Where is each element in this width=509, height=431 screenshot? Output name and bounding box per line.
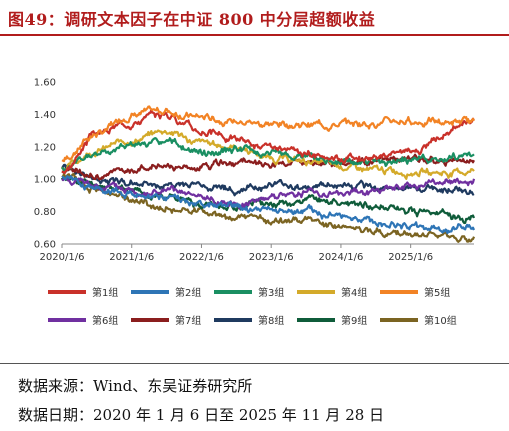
figure-title: 图49：调研文本因子在中证 800 中分层超额收益: [8, 10, 376, 29]
y-tick-label: 0.60: [34, 240, 56, 251]
series-line-10: [61, 172, 476, 243]
y-tick-label: 1.20: [34, 142, 56, 153]
y-axis: 0.60 0.80 1.00 1.20 1.40 1.60: [34, 78, 56, 251]
plot-area: [60, 105, 476, 243]
series-line-4: [61, 129, 475, 180]
title-rule: [0, 34, 509, 36]
legend-label: 第1组: [92, 286, 118, 299]
legend-label: 第9组: [341, 314, 367, 327]
y-tick-label: 1.00: [34, 175, 56, 186]
legend-label: 第3组: [258, 286, 284, 299]
legend-label: 第7组: [175, 314, 201, 327]
legend-label: 第5组: [424, 286, 450, 299]
series-line-2: [61, 175, 476, 235]
legend-label: 第2组: [175, 286, 201, 299]
legend-label: 第8组: [258, 314, 284, 327]
notes-rule: [0, 363, 509, 364]
legend-label: 第6组: [92, 314, 118, 327]
series-line-3: [61, 136, 475, 173]
line-chart: 0.60 0.80 1.00 1.20 1.40 1.60 2020/1/6 2021/1/…: [34, 78, 476, 327]
series-line-5: [61, 105, 475, 163]
legend-label: 第10组: [424, 314, 457, 327]
series-line-8: [61, 163, 475, 197]
legend-label: 第4组: [341, 286, 367, 299]
x-axis: 2020/1/6 2021/1/6 2022/1/6 2023/1/6 2024/1/6…: [40, 243, 474, 263]
source-note: 数据来源：Wind、东吴证券研究所: [18, 377, 253, 395]
y-tick-label: 0.80: [34, 207, 56, 218]
series-line-1: [61, 109, 475, 175]
x-tick-label: 2022/1/6: [179, 252, 224, 263]
date-note: 数据日期：2020 年 1 月 6 日至 2025 年 11 月 28 日: [18, 406, 385, 424]
y-tick-label: 1.60: [34, 78, 56, 89]
x-tick-label: 2024/1/6: [318, 252, 363, 263]
x-tick-label: 2021/1/6: [109, 252, 154, 263]
x-tick-label: 2023/1/6: [249, 252, 294, 263]
x-tick-label: 2025/1/6: [388, 252, 433, 263]
x-tick-label: 2020/1/6: [40, 252, 85, 263]
y-tick-label: 1.40: [34, 110, 56, 121]
